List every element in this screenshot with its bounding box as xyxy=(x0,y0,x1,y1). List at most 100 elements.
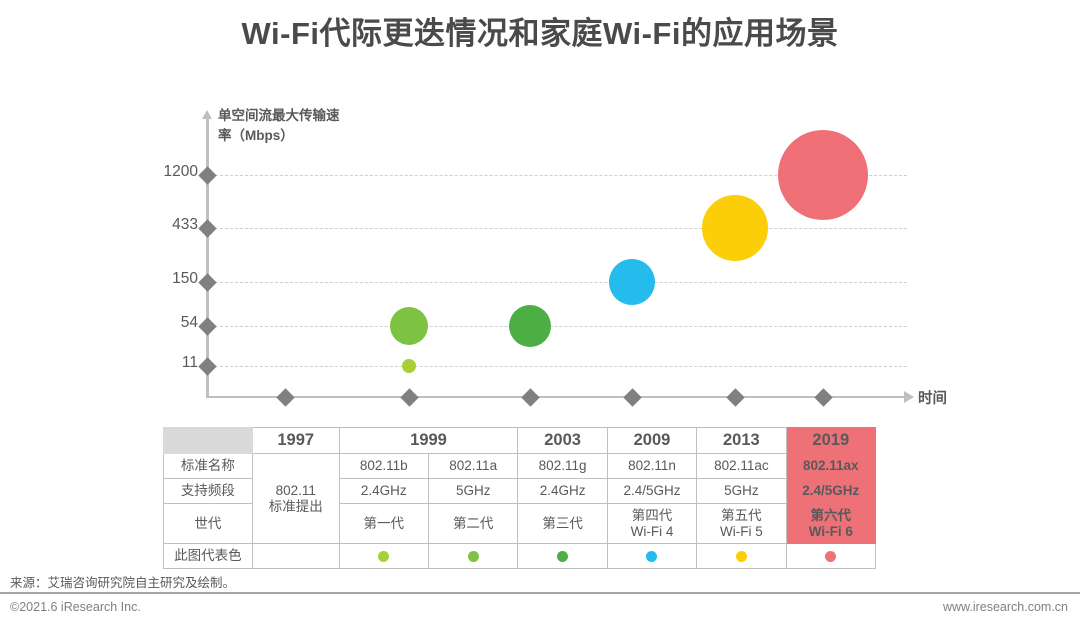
y-axis-line xyxy=(206,118,209,398)
cell-gen-2009-line2: Wi-Fi 4 xyxy=(630,523,674,539)
bubble-802-11n xyxy=(609,259,655,305)
bubble-802-11a xyxy=(390,307,428,345)
color-dot-802-11n xyxy=(646,551,658,563)
table-row-generation: 世代 第一代 第二代 第三代 第四代 Wi-Fi 4 第五代 Wi-Fi 5 第… xyxy=(163,503,877,544)
cell-standard-802-11g: 802.11g xyxy=(517,453,608,479)
cell-gen-2009-line1: 第四代 xyxy=(631,507,673,523)
cell-standard-802-11ax: 802.11ax xyxy=(785,453,877,479)
cell-gen-1999b: 第一代 xyxy=(338,503,430,544)
cell-band-1999a: 5GHz xyxy=(427,478,519,504)
cell-gen-2019-line2: Wi-Fi 6 xyxy=(808,523,853,539)
source-note: 来源：艾瑞咨询研究院自主研究及绘制。 xyxy=(10,576,236,590)
wifi-generation-table: 1997 1999 2003 2009 2013 2019 标准名称 802.1… xyxy=(163,427,877,569)
cell-gen-2013-line1: 第五代 xyxy=(721,507,762,523)
cell-gen-2019-line1: 第六代 xyxy=(810,507,852,523)
cell-color-2013 xyxy=(696,543,787,569)
table-header-1997: 1997 xyxy=(251,427,340,454)
cell-band-2013: 5GHz xyxy=(696,478,787,504)
table-row-color-key: 此图代表色 xyxy=(163,543,877,569)
gridline-150 xyxy=(210,282,907,283)
y-axis-title: 单空间流最大传输速 率（Mbps） xyxy=(218,106,418,146)
table-corner-cell xyxy=(163,427,253,454)
row-label-color-key: 此图代表色 xyxy=(163,543,253,569)
cell-band-2003: 2.4GHz xyxy=(517,478,608,504)
table-header-row: 1997 1999 2003 2009 2013 2019 xyxy=(163,427,877,454)
y-tick-label-1200: 1200 xyxy=(163,163,198,180)
color-dot-802-11g xyxy=(557,551,569,563)
x-tick-marker-2003 xyxy=(521,388,540,407)
row-label-band: 支持频段 xyxy=(163,478,253,504)
copyright-text: ©2021.6 iResearch Inc. xyxy=(10,600,141,614)
x-axis-arrow-icon xyxy=(904,391,914,403)
y-tick-label-150: 150 xyxy=(172,270,198,287)
bubble-802-11ac xyxy=(702,195,768,261)
x-axis-label: 时间 xyxy=(918,391,947,407)
table-row-band: 支持频段 2.4GHz 5GHz 2.4GHz 2.4/5GHz 5GHz 2.… xyxy=(163,478,877,504)
x-tick-marker-2019 xyxy=(814,388,833,407)
cell-standard-802-11n: 802.11n xyxy=(606,453,698,479)
cell-band-2019: 2.4/5GHz xyxy=(785,478,877,504)
cell-gen-2013: 第五代 Wi-Fi 5 xyxy=(696,503,787,544)
table-header-2013: 2013 xyxy=(696,427,787,454)
color-dot-802-11ax xyxy=(825,551,837,563)
table-header-2009: 2009 xyxy=(606,427,698,454)
y-tick-label-54: 54 xyxy=(180,314,198,331)
cell-gen-2019: 第六代 Wi-Fi 6 xyxy=(785,503,877,544)
x-axis-line xyxy=(206,396,906,398)
y-tick-marker-1200 xyxy=(198,166,217,185)
cell-color-2019 xyxy=(785,543,877,569)
table-row-standard-name: 标准名称 802.11 标准提出 802.11b 802.11a 802.11g… xyxy=(163,453,877,544)
bubble-802-11b xyxy=(402,359,416,373)
y-tick-marker-11 xyxy=(198,357,217,376)
table-header-2003: 2003 xyxy=(517,427,608,454)
color-dot-802-11b xyxy=(378,551,390,563)
cell-gen-2009: 第四代 Wi-Fi 4 xyxy=(606,503,698,544)
y-tick-label-433: 433 xyxy=(172,216,198,233)
x-tick-marker-2009 xyxy=(623,388,642,407)
cell-gen-2003-line1: 第三代 xyxy=(542,515,583,531)
cell-color-1999a xyxy=(427,543,519,569)
color-dot-802-11ac xyxy=(735,551,747,563)
table-header-2019: 2019 xyxy=(785,427,877,454)
gridline-54 xyxy=(210,326,907,327)
y-tick-marker-54 xyxy=(198,317,217,336)
gridline-11 xyxy=(210,366,907,367)
cell-color-2009 xyxy=(606,543,698,569)
gridline-1200 xyxy=(210,175,907,176)
website-url: www.iresearch.com.cn xyxy=(942,600,1068,614)
cell-standard-802-11b: 802.11b xyxy=(338,453,430,479)
cell-band-1999b: 2.4GHz xyxy=(338,478,430,504)
cell-gen-1999b-line1: 第一代 xyxy=(363,515,405,531)
color-dot-802-11a xyxy=(467,551,479,563)
y-tick-marker-433 xyxy=(198,219,217,238)
cell-band-2009: 2.4/5GHz xyxy=(606,478,698,504)
cell-1997-line2: 标准提出 xyxy=(268,498,323,514)
cell-color-2003 xyxy=(517,543,608,569)
cell-1997-merged: 802.11 标准提出 xyxy=(251,453,340,544)
x-tick-marker-1997 xyxy=(276,388,295,407)
y-tick-marker-150 xyxy=(198,273,217,292)
footer-divider xyxy=(0,592,1080,594)
cell-color-1999b xyxy=(338,543,430,569)
cell-gen-2003: 第三代 xyxy=(517,503,608,544)
row-label-standard-name: 标准名称 xyxy=(163,453,253,479)
row-label-generation: 世代 xyxy=(163,503,253,544)
y-axis-title-line2: 率（Mbps） xyxy=(218,128,294,143)
y-axis-title-line1: 单空间流最大传输速 xyxy=(218,108,340,123)
y-axis-arrow-icon xyxy=(202,110,212,119)
cell-standard-802-11ac: 802.11ac xyxy=(696,453,787,479)
cell-gen-2013-line2: Wi-Fi 5 xyxy=(719,523,763,539)
gridline-433 xyxy=(210,228,907,229)
x-tick-marker-2013 xyxy=(726,388,745,407)
cell-gen-1999a: 第二代 xyxy=(427,503,519,544)
cell-color-1997 xyxy=(251,543,340,569)
cell-standard-802-11a: 802.11a xyxy=(427,453,519,479)
page-title: Wi-Fi代际更迭情况和家庭Wi-Fi的应用场景 xyxy=(241,16,839,51)
bubble-802-11g xyxy=(509,305,551,347)
y-tick-label-11: 11 xyxy=(181,354,198,371)
cell-gen-1999a-line1: 第二代 xyxy=(452,515,494,531)
bubble-chart: 单空间流最大传输速 率（Mbps） 1200 433 150 54 11 时间 xyxy=(163,106,947,407)
bubble-802-11ax xyxy=(778,130,868,220)
x-tick-marker-1999 xyxy=(400,388,419,407)
cell-1997-line1: 802.11 xyxy=(275,482,316,498)
